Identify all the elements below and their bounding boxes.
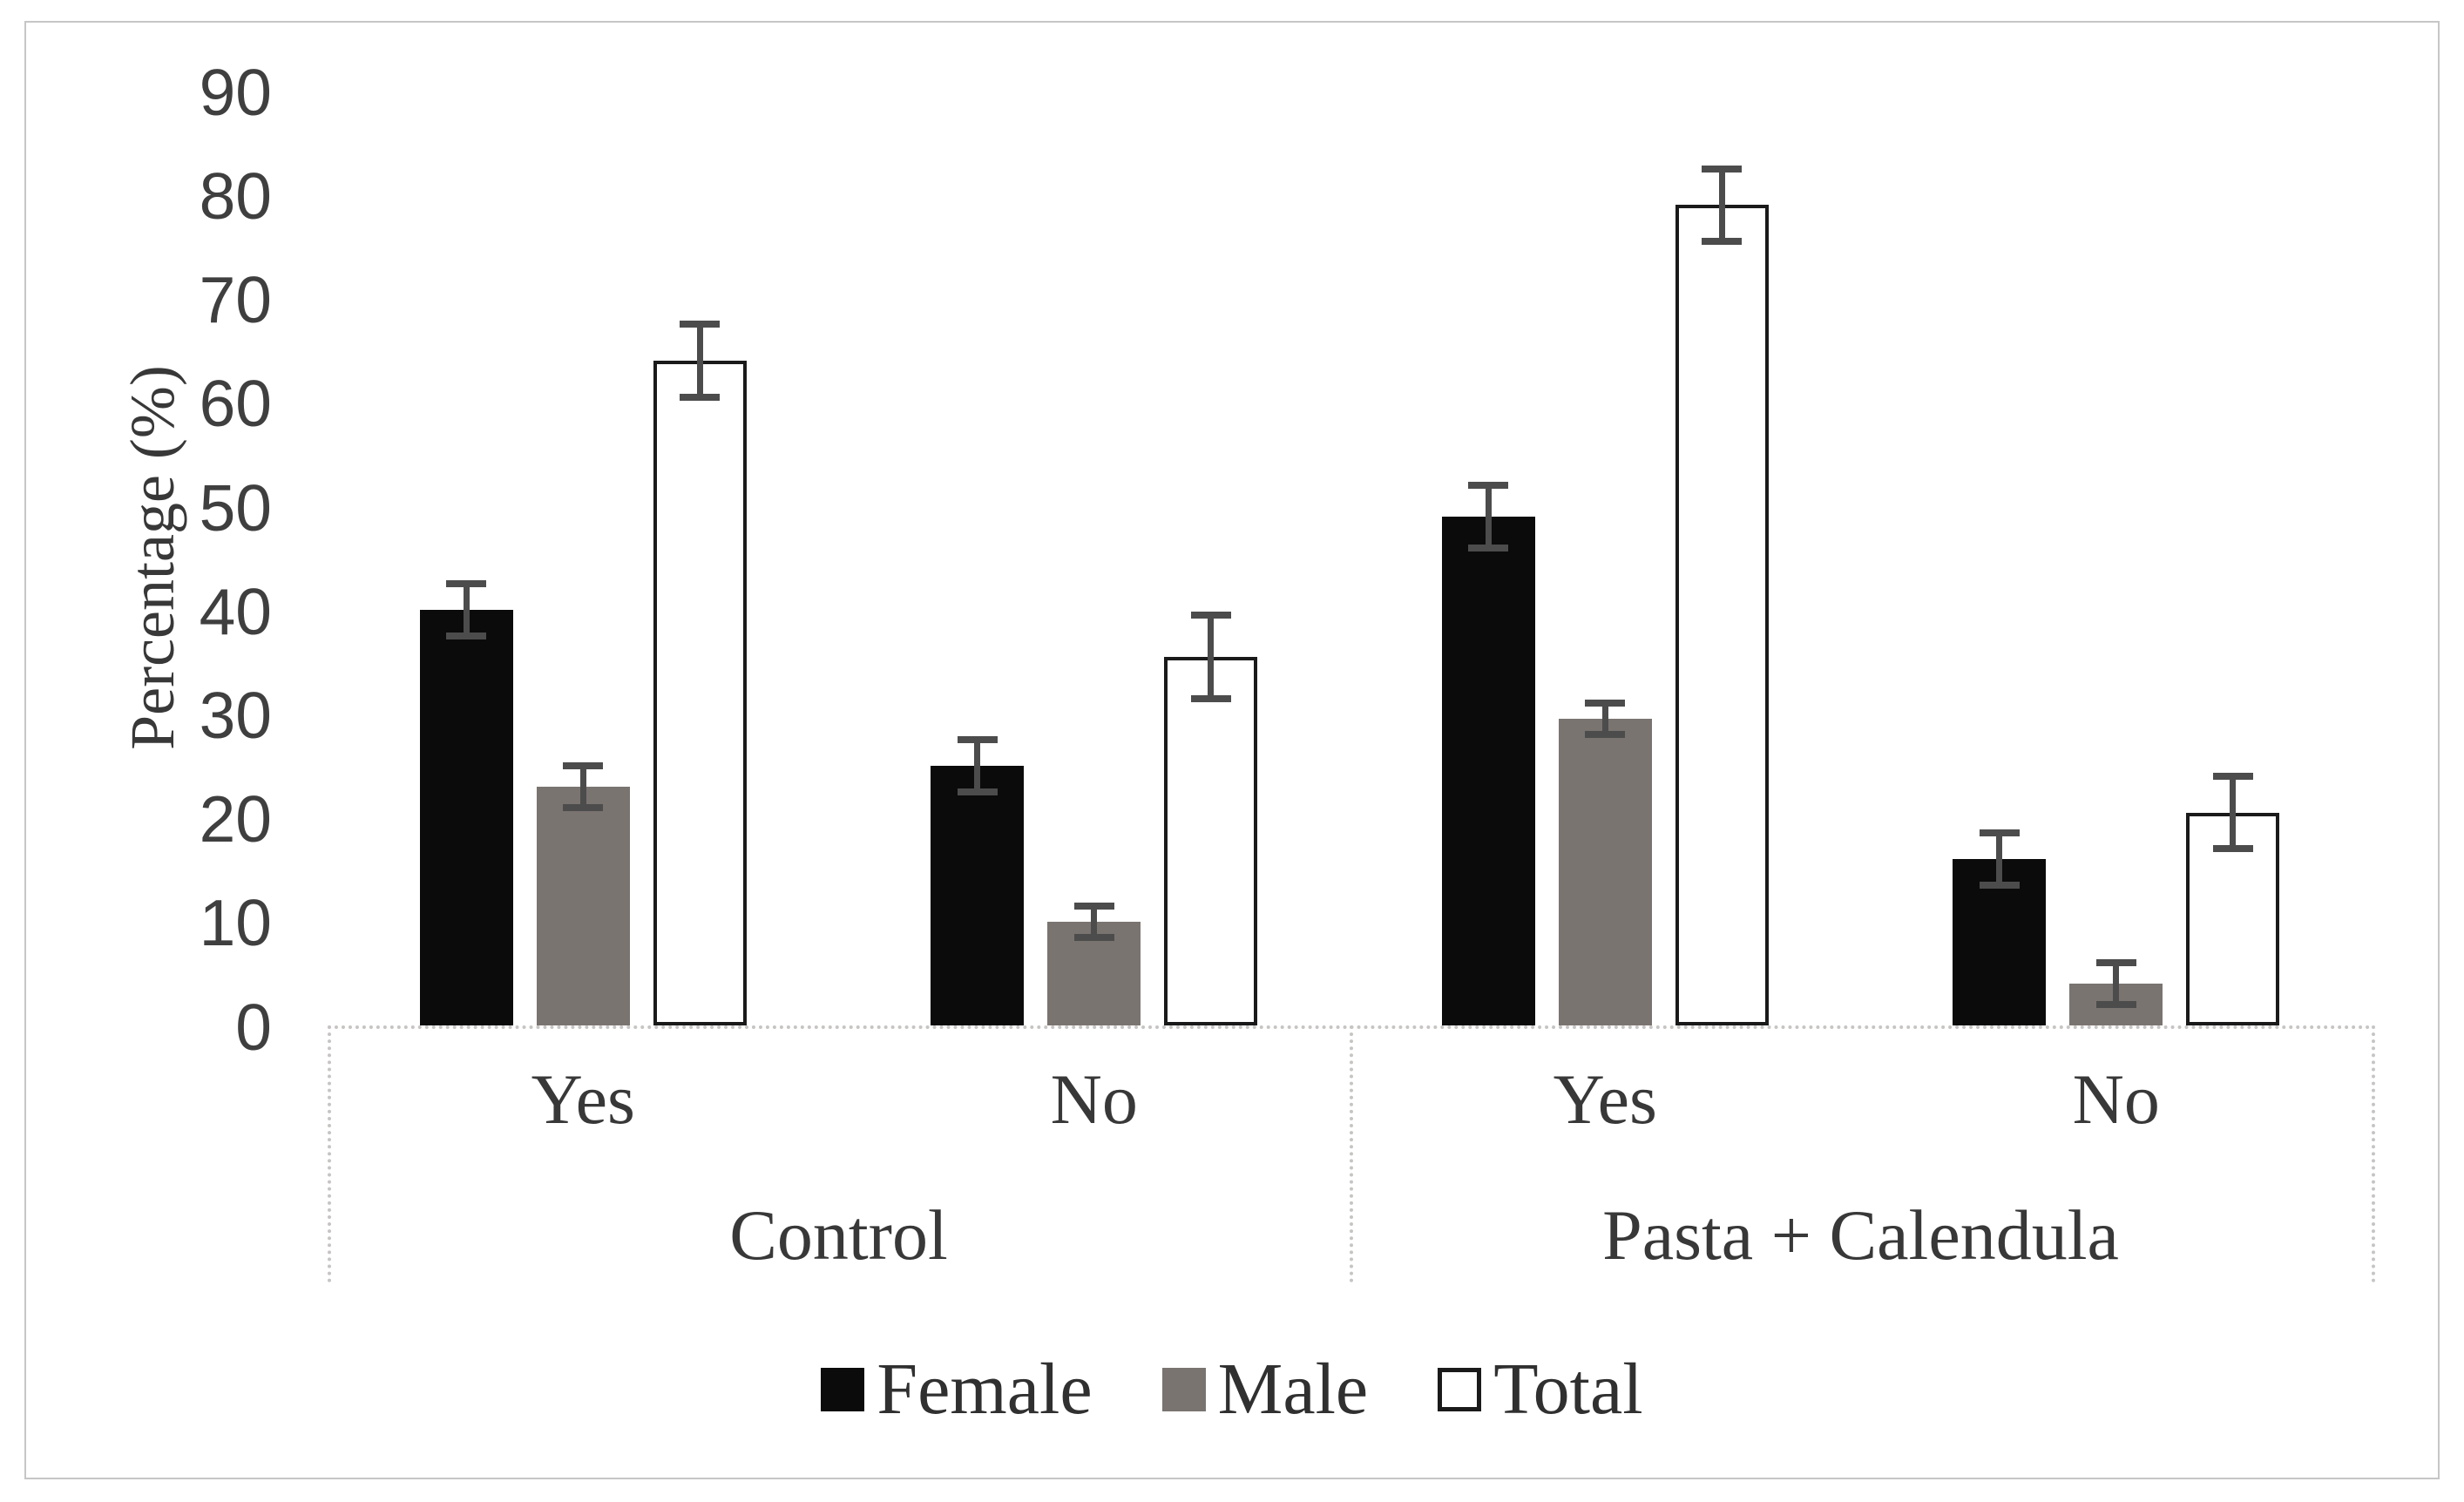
- y-tick-label: 70: [199, 263, 272, 337]
- y-tick-label: 60: [199, 367, 272, 441]
- y-tick-label: 0: [235, 990, 272, 1064]
- y-tick-label: 20: [199, 782, 272, 856]
- figure-border: [24, 21, 2440, 1479]
- category-label: Yes: [1553, 1059, 1657, 1139]
- bar-control-yes-total: [653, 361, 747, 1025]
- error-bar-line: [696, 324, 703, 397]
- legend-swatch-female-icon: [821, 1368, 865, 1411]
- y-tick-label: 10: [199, 886, 272, 960]
- error-bar-cap: [1190, 694, 1231, 702]
- error-bar-cap: [1468, 544, 1509, 551]
- error-bar-line: [1601, 703, 1608, 735]
- error-bar-line: [974, 740, 981, 792]
- bar-control-no-total: [1164, 656, 1258, 1025]
- legend-label-male: Male: [1217, 1349, 1369, 1430]
- error-bar-line: [1208, 615, 1215, 699]
- error-bar-cap: [1073, 902, 1114, 910]
- error-bar-cap: [1585, 700, 1626, 707]
- error-bar-line: [1718, 168, 1725, 242]
- error-bar-cap: [1979, 882, 2020, 890]
- error-bar-cap: [680, 321, 721, 328]
- error-bar-cap: [2212, 845, 2253, 853]
- y-tick-label: 40: [199, 574, 272, 648]
- bar-control-no-female: [931, 766, 1025, 1025]
- bar-control-yes-female: [419, 610, 513, 1025]
- separator-line: [328, 1025, 331, 1282]
- error-bar-line: [1996, 833, 2003, 886]
- legend-item-female: Female: [821, 1346, 1093, 1433]
- bar-pasta-calendula-yes-female: [1441, 516, 1535, 1025]
- error-bar-cap: [1468, 482, 1509, 490]
- error-bar-line: [2230, 775, 2237, 849]
- error-bar-cap: [957, 736, 998, 744]
- error-bar-cap: [1702, 238, 1743, 246]
- error-bar-cap: [1585, 731, 1626, 739]
- group-label: Control: [729, 1195, 948, 1275]
- bar-pasta-calendula-yes-male: [1558, 719, 1652, 1025]
- error-bar-cap: [1073, 933, 1114, 941]
- bar-pasta-calendula-yes-total: [1675, 205, 1769, 1025]
- error-bar-line: [2113, 963, 2120, 1005]
- error-bar-line: [579, 766, 586, 808]
- error-bar-line: [1485, 485, 1492, 548]
- separator-line: [1350, 1025, 1353, 1282]
- category-label: Yes: [531, 1059, 635, 1139]
- error-bar-cap: [1190, 612, 1231, 619]
- category-label: No: [1050, 1059, 1138, 1139]
- legend-item-total: Total: [1438, 1346, 1643, 1433]
- error-bar-cap: [680, 393, 721, 401]
- legend-label-total: Total: [1493, 1349, 1643, 1430]
- y-tick-label: 80: [199, 159, 272, 233]
- legend: Female Male Total: [0, 1337, 2464, 1442]
- error-bar-line: [463, 584, 470, 636]
- legend-item-male: Male: [1161, 1346, 1369, 1433]
- error-bar-cap: [446, 633, 487, 639]
- group-label: Pasta + Calendula: [1602, 1195, 2119, 1275]
- error-bar-cap: [1979, 829, 2020, 837]
- error-bar-cap: [2095, 1001, 2136, 1009]
- bar-control-yes-male: [536, 786, 630, 1025]
- legend-swatch-total-icon: [1438, 1368, 1482, 1411]
- y-tick-label: 30: [199, 678, 272, 752]
- error-bar-line: [1091, 905, 1098, 937]
- error-bar-cap: [2095, 959, 2136, 967]
- error-bar-cap: [2212, 772, 2253, 780]
- error-bar-cap: [957, 788, 998, 795]
- error-bar-cap: [1702, 165, 1743, 173]
- y-tick-label: 50: [199, 470, 272, 545]
- y-tick-label: 90: [199, 55, 272, 129]
- error-bar-cap: [446, 580, 487, 588]
- separator-line: [2372, 1025, 2375, 1282]
- legend-label-female: Female: [877, 1349, 1093, 1430]
- category-label: No: [2072, 1059, 2160, 1139]
- error-bar-cap: [563, 803, 604, 811]
- error-bar-cap: [563, 762, 604, 769]
- legend-swatch-male-icon: [1161, 1368, 1206, 1411]
